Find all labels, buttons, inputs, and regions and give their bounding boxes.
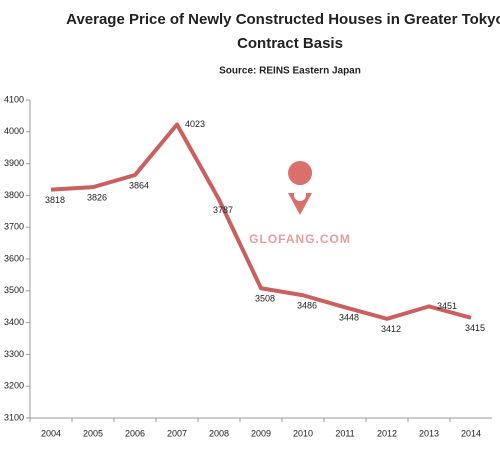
data-label: 3448 [339,313,359,323]
y-tick-label: 3200 [4,381,24,391]
chart-subtitle: Source: REINS Eastern Japan [219,66,361,77]
data-label: 3508 [255,294,275,304]
x-tick-label: 2006 [125,428,145,438]
y-tick-label: 4100 [4,94,24,104]
y-tick-label: 3400 [4,317,24,327]
x-tick-label: 2004 [41,428,61,438]
y-tick-label: 3800 [4,190,24,200]
chart-title: Contract Basis [237,35,343,52]
y-tick-label: 3700 [4,222,24,232]
x-tick-label: 2005 [83,428,103,438]
y-tick-label: 3900 [4,158,24,168]
data-line [50,122,472,321]
data-label: 4023 [185,119,205,129]
data-label: 3864 [129,180,149,190]
x-tick-label: 2014 [461,428,481,438]
y-tick-label: 3600 [4,253,24,263]
x-tick-label: 2009 [251,428,271,438]
y-tick-label: 4000 [4,126,24,136]
x-tick-label: 2008 [209,428,229,438]
y-tick-label: 3500 [4,285,24,295]
data-label: 3486 [297,301,317,311]
data-label: 3787 [213,205,233,215]
x-tick-label: 2013 [419,428,439,438]
data-label: 3826 [87,193,107,203]
data-label: 3818 [45,195,65,205]
data-label: 3451 [437,301,457,311]
data-label: 3412 [381,324,401,334]
watermark-icon [288,161,313,215]
watermark: GLOFANG.COM [249,232,351,246]
x-tick-label: 2010 [293,428,313,438]
x-tick-label: 2007 [167,428,187,438]
y-tick-label: 3300 [4,349,24,359]
x-tick-label: 2012 [377,428,397,438]
data-label: 3415 [465,323,485,333]
chart-title: Average Price of Newly Constructed House… [66,11,500,28]
y-tick-label: 3100 [4,412,24,422]
x-tick-label: 2011 [335,428,354,438]
